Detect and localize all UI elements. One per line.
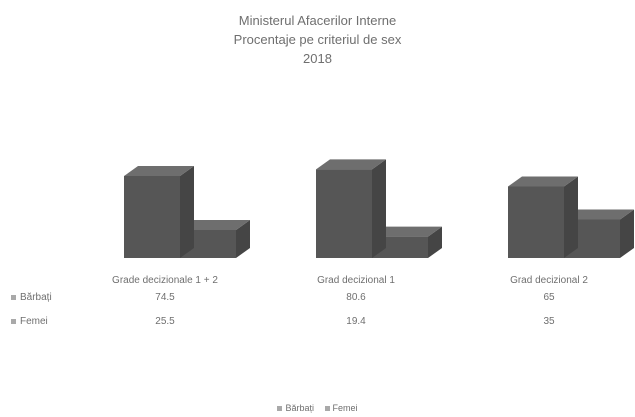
series-name: Femei: [20, 316, 48, 327]
legend-label: Bărbați: [285, 403, 314, 413]
table-row-label-femei: Femei: [11, 316, 48, 327]
data-table-cell: 80.6: [346, 292, 366, 303]
bar-barbati-side: [180, 166, 194, 258]
bar-barbati-side: [372, 159, 386, 258]
bar-barbati-top: [316, 159, 386, 170]
bar-femei-top: [564, 209, 634, 220]
legend-swatch: [277, 406, 283, 412]
legend-label: Femei: [332, 403, 358, 413]
bar-femei-top: [180, 219, 250, 230]
bar-femei-side: [428, 226, 442, 258]
chart-year: 2018: [303, 51, 332, 66]
bar-barbati-top: [124, 166, 194, 177]
chart-subtitle: Procentaje pe criteriul de sex: [233, 32, 402, 47]
legend-item-barbati: Bărbați: [277, 403, 314, 413]
bar-femei-side: [620, 209, 634, 258]
series-name: Bărbați: [20, 292, 52, 303]
legend-swatch: [324, 406, 330, 412]
bar-barbati: [508, 186, 564, 258]
chart-title: Ministerul Afacerilor Interne: [238, 13, 397, 28]
bar-barbati-side: [564, 176, 578, 258]
table-row-label-barbati: Bărbați: [11, 292, 52, 303]
bar-femei-side: [236, 219, 250, 258]
data-table-cell: 74.5: [155, 292, 175, 303]
legend-item-femei: Femei: [324, 403, 358, 413]
category-label: Grade decizionale 1 + 2: [112, 275, 218, 286]
bar-barbati: [316, 169, 372, 258]
data-table-cell: 35: [543, 316, 555, 327]
bar-barbati-top: [508, 176, 578, 187]
bar-femei-top: [372, 226, 442, 237]
category-label: Grad decizional 2: [510, 275, 588, 286]
chart-legend: Bărbați Femei: [0, 403, 635, 413]
data-table-cell: 65: [543, 292, 555, 303]
data-table-cell: 25.5: [155, 316, 175, 327]
category-label: Grad decizional 1: [317, 275, 395, 286]
series-swatch: [11, 318, 16, 324]
data-table-cell: 19.4: [346, 316, 366, 327]
bar-barbati: [124, 176, 180, 258]
series-swatch: [11, 294, 16, 300]
